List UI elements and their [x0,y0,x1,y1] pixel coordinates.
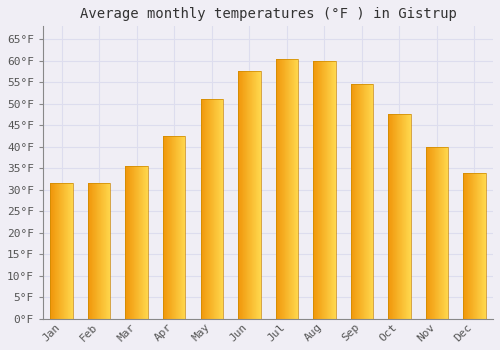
Bar [163,136,186,319]
Bar [126,166,148,319]
Bar [350,84,373,319]
Bar [426,147,448,319]
Bar [50,183,73,319]
Bar [463,173,485,319]
Bar [200,99,223,319]
Bar [238,71,260,319]
Bar [388,114,410,319]
Bar [276,58,298,319]
Title: Average monthly temperatures (°F ) in Gistrup: Average monthly temperatures (°F ) in Gi… [80,7,456,21]
Bar [88,183,110,319]
Bar [313,61,336,319]
